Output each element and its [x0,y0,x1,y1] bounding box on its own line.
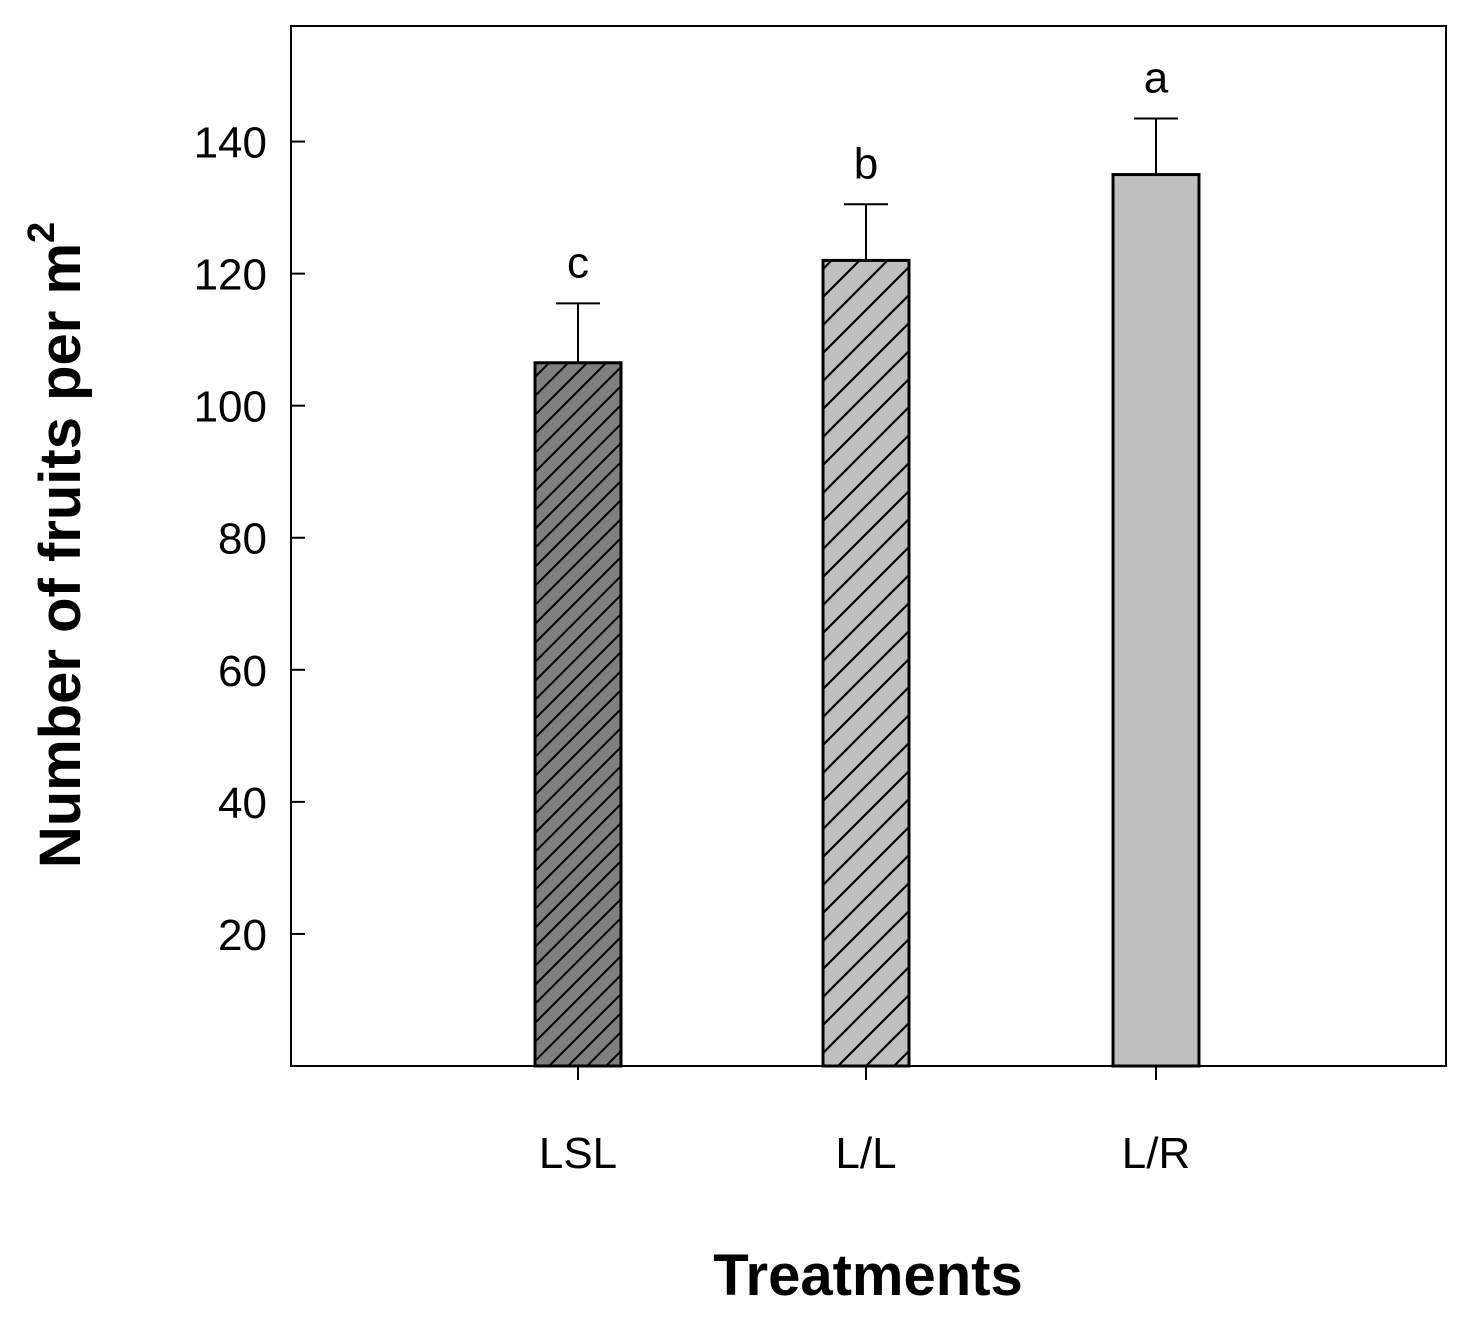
bar-series [533,173,1201,1068]
bar-l-r [1111,173,1201,1068]
x-axis-title: Treatments [713,1243,1022,1308]
error-bars [556,117,1178,363]
bar-l-l [821,258,911,1068]
y-tick-label: 80 [218,515,267,564]
x-tick-label: L/L [835,1129,896,1178]
y-axis: 20 40 60 80 100 120 140 [194,119,305,960]
x-tick-label: L/R [1122,1129,1190,1178]
y-tick-label: 40 [218,779,267,828]
y-axis-title-superscript: 2 [21,222,63,243]
y-axis-title: Number of fruits per m2 [21,222,93,868]
bar-lsl [533,361,623,1068]
y-tick-label: 20 [218,911,267,960]
y-tick-label: 120 [194,251,267,300]
y-tick-label: 100 [194,383,267,432]
significance-letter: c [567,238,589,287]
x-axis: LSL L/L L/R [539,1066,1190,1178]
significance-letters: c b a [567,53,1169,287]
significance-letter: b [854,139,878,188]
x-tick-label: LSL [539,1129,617,1178]
y-axis-title-text: Number of fruits per m [28,243,93,868]
significance-letter: a [1144,53,1169,102]
y-tick-label: 140 [194,119,267,168]
y-tick-label: 60 [218,647,267,696]
